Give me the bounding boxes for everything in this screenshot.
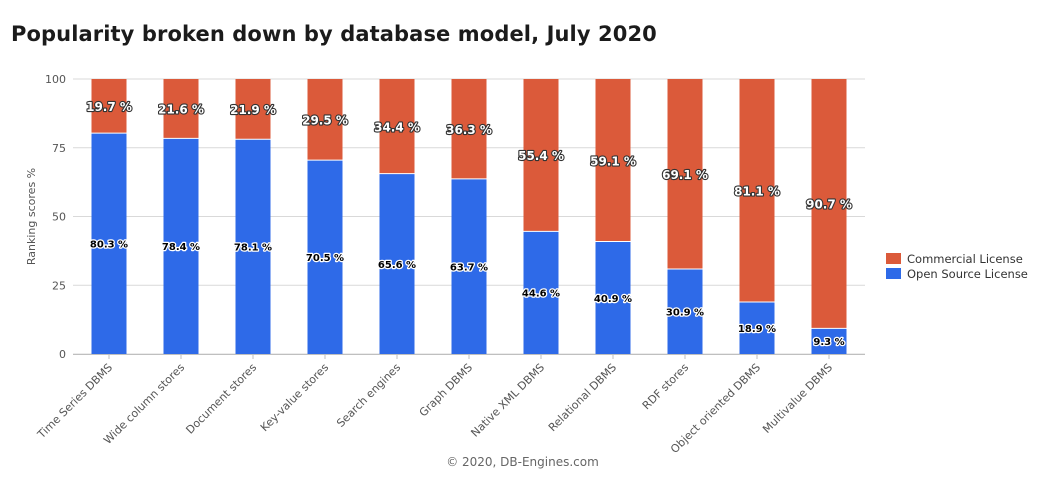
chart-title: Popularity broken down by database model… bbox=[11, 22, 657, 46]
data-label-open-source: 80.3 % bbox=[90, 240, 128, 251]
data-label-commercial: 34.4 % bbox=[374, 120, 420, 134]
bar-commercial bbox=[235, 79, 271, 140]
data-label-open-source: 30.9 % bbox=[666, 308, 704, 319]
bar-commercial bbox=[451, 79, 487, 179]
x-tick-label: Native XML DBMS bbox=[468, 361, 547, 440]
data-label-commercial: 21.6 % bbox=[158, 103, 204, 117]
x-tick-label: Time Series DBMS bbox=[34, 361, 115, 442]
bar-open-source bbox=[523, 231, 559, 354]
y-tick-label: 0 bbox=[59, 348, 66, 361]
data-label-commercial: 36.3 % bbox=[446, 123, 492, 137]
data-label-commercial: 29.5 % bbox=[302, 114, 348, 128]
data-label-open-source: 18.9 % bbox=[738, 324, 776, 335]
legend-swatch bbox=[886, 253, 901, 264]
data-label-open-source: 44.6 % bbox=[522, 289, 560, 300]
data-labels: 80.3 % 19.7 % 78.4 % 21.6 % 78.1 % 21.9 % 70.5… bbox=[85, 99, 853, 349]
bar-open-source bbox=[379, 173, 415, 354]
data-label-open-source: 63.7 % bbox=[450, 262, 488, 273]
y-axis-label: Ranking scores % bbox=[25, 168, 38, 265]
data-label-commercial: 55.4 % bbox=[518, 149, 564, 163]
bar-commercial bbox=[739, 79, 775, 303]
bar-commercial bbox=[811, 79, 847, 329]
x-tick-label: Search engines bbox=[334, 361, 403, 430]
data-label-commercial: 69.1 % bbox=[662, 168, 708, 182]
y-tick-label: 100 bbox=[45, 73, 66, 86]
legend-label: Open Source License bbox=[907, 267, 1028, 281]
bar-commercial bbox=[91, 79, 127, 134]
bar-open-source bbox=[667, 269, 703, 354]
bar-open-source bbox=[163, 138, 199, 354]
data-label-open-source: 40.9 % bbox=[594, 294, 632, 305]
y-tick-label: 75 bbox=[52, 142, 66, 155]
bar-commercial bbox=[523, 79, 559, 232]
data-label-commercial: 19.7 % bbox=[86, 100, 132, 114]
x-tick-label: Graph DBMS bbox=[417, 361, 476, 420]
bar-commercial bbox=[595, 79, 631, 242]
bar-commercial bbox=[307, 79, 343, 161]
data-label-commercial: 81.1 % bbox=[734, 185, 780, 199]
bar-commercial bbox=[667, 79, 703, 270]
x-tick-label: Wide column stores bbox=[101, 361, 187, 447]
data-label-commercial: 90.7 % bbox=[806, 198, 852, 212]
data-label-open-source: 78.1 % bbox=[234, 243, 272, 254]
y-tick-label: 50 bbox=[52, 211, 66, 224]
y-axis: 0 25 50 75 100 Ranking scores % bbox=[25, 73, 66, 361]
bar-open-source bbox=[235, 139, 271, 354]
bars bbox=[91, 79, 847, 354]
data-label-commercial: 21.9 % bbox=[230, 103, 276, 117]
bar-open-source bbox=[595, 241, 631, 354]
bar-open-source bbox=[307, 160, 343, 354]
data-label-open-source: 70.5 % bbox=[306, 253, 344, 264]
data-label-open-source: 78.4 % bbox=[162, 242, 200, 253]
x-tick-label: Document stores bbox=[183, 361, 259, 437]
data-label-commercial: 59.1 % bbox=[590, 154, 636, 168]
bar-open-source bbox=[811, 328, 847, 354]
legend-label: Commercial License bbox=[907, 252, 1023, 266]
chart-credit: © 2020, DB-Engines.com bbox=[446, 455, 599, 469]
bar-commercial bbox=[379, 79, 415, 174]
legend-swatch bbox=[886, 268, 901, 279]
x-tick-label: Multivalue DBMS bbox=[760, 361, 835, 436]
x-tick-label: RDF stores bbox=[640, 361, 691, 412]
bar-open-source bbox=[451, 178, 487, 354]
bar-commercial bbox=[163, 79, 199, 139]
x-tick-label: Key-value stores bbox=[258, 361, 331, 434]
data-label-open-source: 9.3 % bbox=[813, 337, 844, 348]
bar-open-source bbox=[739, 302, 775, 354]
bar-open-source bbox=[91, 133, 127, 354]
x-tick-label: Relational DBMS bbox=[546, 361, 619, 434]
data-label-open-source: 65.6 % bbox=[378, 260, 416, 271]
y-tick-label: 25 bbox=[52, 279, 66, 292]
